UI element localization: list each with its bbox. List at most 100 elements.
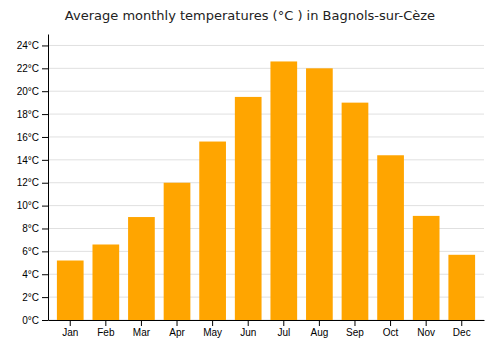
y-tick-label: 22°C bbox=[17, 63, 39, 74]
y-tick: 12°C bbox=[17, 177, 48, 188]
title: Average monthly temperatures (°C ) in Ba… bbox=[65, 8, 435, 23]
y-tick: 22°C bbox=[17, 63, 48, 74]
y-tick-mark bbox=[42, 274, 48, 275]
chart: Average monthly temperatures (°C ) in Ba… bbox=[0, 0, 500, 350]
y-tick-mark bbox=[42, 137, 48, 138]
y-tick-mark bbox=[42, 91, 48, 92]
y-tick: 24°C bbox=[17, 40, 48, 51]
x-tick: Jul bbox=[277, 320, 290, 338]
x-tick-mark bbox=[319, 320, 320, 326]
bar bbox=[448, 255, 475, 320]
y-tick: 10°C bbox=[17, 200, 48, 211]
y-tick-label: 16°C bbox=[17, 132, 39, 143]
y-axis-line bbox=[48, 35, 49, 321]
y-tick: 6°C bbox=[22, 246, 48, 257]
y-tick: 18°C bbox=[17, 109, 48, 120]
y-tick-mark bbox=[42, 320, 48, 321]
x-tick-mark bbox=[461, 320, 462, 326]
x-tick-label: Jan bbox=[62, 327, 78, 338]
y-tick-mark bbox=[42, 251, 48, 252]
x-tick-mark bbox=[354, 320, 355, 326]
bar bbox=[342, 103, 369, 320]
y-tick-label: 2°C bbox=[22, 292, 39, 303]
x-tick-label: Jul bbox=[277, 327, 290, 338]
x-tick: Jun bbox=[240, 320, 256, 338]
grid bbox=[48, 45, 484, 320]
x-tick-mark bbox=[70, 320, 71, 326]
x-tick-label: Jun bbox=[240, 327, 256, 338]
x-tick-label: Dec bbox=[453, 327, 471, 338]
bar bbox=[164, 183, 191, 320]
y-tick: 16°C bbox=[17, 132, 48, 143]
grid-line bbox=[48, 91, 484, 92]
y-tick-label: 4°C bbox=[22, 269, 39, 280]
y-tick-label: 18°C bbox=[17, 109, 39, 120]
x-tick-label: Feb bbox=[97, 327, 115, 338]
grid-line bbox=[48, 182, 484, 183]
x-tick: Feb bbox=[97, 320, 115, 338]
x-tick-mark bbox=[177, 320, 178, 326]
grid-line bbox=[48, 68, 484, 69]
x-tick-label: Aug bbox=[310, 327, 328, 338]
bar bbox=[57, 261, 84, 320]
y-tick-mark bbox=[42, 297, 48, 298]
y-tick-mark bbox=[42, 114, 48, 115]
y-tick: 0°C bbox=[22, 315, 48, 326]
y-tick: 14°C bbox=[17, 155, 48, 166]
x-tick: Jan bbox=[62, 320, 78, 338]
y-tick-mark bbox=[42, 228, 48, 229]
x-tick: Apr bbox=[169, 320, 185, 338]
x-tick-label: Sep bbox=[346, 327, 364, 338]
x-tick-mark bbox=[248, 320, 249, 326]
grid-line bbox=[48, 45, 484, 46]
x-tick-label: Apr bbox=[169, 327, 185, 338]
y-tick-label: 0°C bbox=[22, 315, 39, 326]
bar bbox=[306, 68, 333, 320]
bars bbox=[57, 61, 475, 320]
x-tick: Dec bbox=[453, 320, 471, 338]
y-tick-label: 24°C bbox=[17, 40, 39, 51]
x-tick-label: May bbox=[203, 327, 222, 338]
y-tick: 8°C bbox=[22, 223, 48, 234]
grid-line bbox=[48, 114, 484, 115]
bar bbox=[413, 216, 440, 320]
y-tick-mark bbox=[42, 68, 48, 69]
y-tick-label: 10°C bbox=[17, 200, 39, 211]
x-tick-label: Oct bbox=[383, 327, 399, 338]
bar bbox=[235, 97, 262, 320]
x-tick-mark bbox=[212, 320, 213, 326]
x-tick-label: Mar bbox=[133, 327, 151, 338]
y-tick-mark bbox=[42, 45, 48, 46]
y-tick-label: 14°C bbox=[17, 155, 39, 166]
x-tick-mark bbox=[283, 320, 284, 326]
x-tick: Nov bbox=[417, 320, 435, 338]
x-axis: Jan Feb Mar Apr May Jun Jul Aug Sep Oct Nov Dec bbox=[49, 320, 485, 338]
y-tick-label: 20°C bbox=[17, 86, 39, 97]
grid-line bbox=[48, 205, 484, 206]
x-tick-mark bbox=[426, 320, 427, 326]
x-tick-label: Nov bbox=[417, 327, 435, 338]
x-tick: Aug bbox=[310, 320, 328, 338]
x-tick-mark bbox=[390, 320, 391, 326]
bar bbox=[270, 61, 297, 320]
y-tick: 2°C bbox=[22, 292, 48, 303]
x-tick: Oct bbox=[383, 320, 399, 338]
bar bbox=[199, 142, 226, 320]
y-tick-mark bbox=[42, 206, 48, 207]
y-tick: 4°C bbox=[22, 269, 48, 280]
x-tick-mark bbox=[105, 320, 106, 326]
grid-line bbox=[48, 159, 484, 160]
plot: 0°C 2°C 4°C 6°C 8°C 10°C 12°C 14°C 16°C 18°C 20°C 2… bbox=[17, 35, 485, 339]
bar bbox=[92, 244, 119, 320]
x-axis-line bbox=[49, 320, 485, 321]
x-tick: Mar bbox=[133, 320, 151, 338]
y-tick-label: 6°C bbox=[22, 246, 39, 257]
y-tick-label: 12°C bbox=[17, 177, 39, 188]
x-tick: May bbox=[203, 320, 222, 338]
bar bbox=[128, 217, 155, 320]
y-tick-label: 8°C bbox=[22, 223, 39, 234]
y-tick-mark bbox=[42, 183, 48, 184]
y-tick-mark bbox=[42, 160, 48, 161]
bar bbox=[377, 155, 404, 320]
grid-line bbox=[48, 136, 484, 137]
